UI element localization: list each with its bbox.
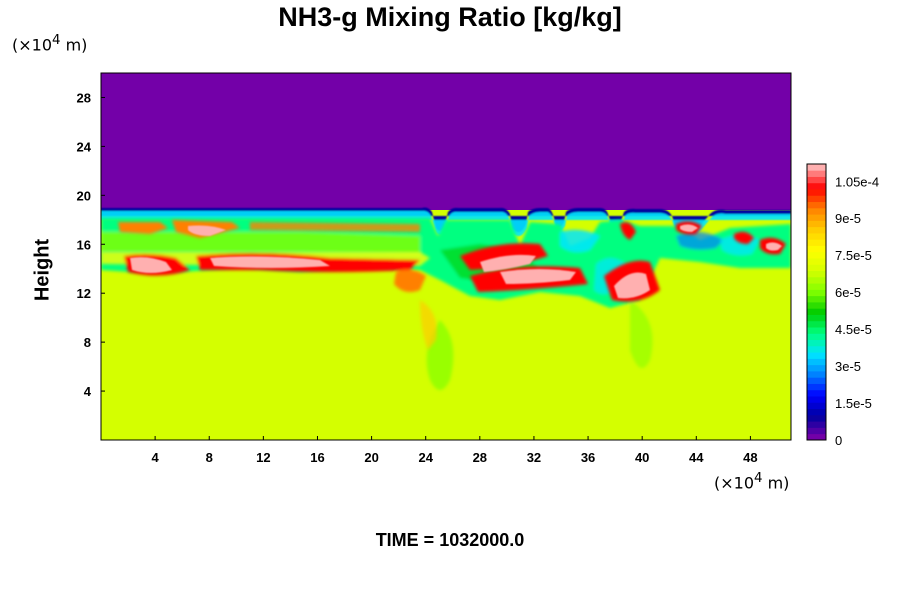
colorbar-segment xyxy=(807,276,826,284)
colorbar-segment xyxy=(807,352,826,359)
y-tick-label: 12 xyxy=(77,286,91,301)
y-axis-ticks: 4 8 12 16 20 24 28 xyxy=(77,90,105,399)
colorbar-segment xyxy=(807,371,826,378)
colorbar-label: 3e-5 xyxy=(835,359,861,374)
colorbar-segment xyxy=(807,339,826,347)
plot-frame xyxy=(100,72,792,441)
colorbar-label: 1.5e-5 xyxy=(835,396,872,411)
colorbar-label: 6e-5 xyxy=(835,285,861,300)
time-label: TIME = 1032000.0 xyxy=(375,530,525,550)
colorbar-segment xyxy=(807,302,826,309)
colorbar-label: 0 xyxy=(835,433,842,448)
colorbar-segment xyxy=(807,207,826,215)
y-axis-unit: (×104 m) xyxy=(12,33,88,55)
colorbar-segment xyxy=(807,396,826,403)
x-tick-label: 8 xyxy=(206,450,213,465)
colorbar-segment xyxy=(807,214,826,221)
colorbar-segment xyxy=(807,427,826,435)
colorbar: 0 1.5e-5 3e-5 4.5e-5 6e-5 7.5e-5 9e-5 1.05e-4 xyxy=(806,163,879,448)
x-tick-label: 48 xyxy=(743,450,757,465)
colorbar-segment xyxy=(807,408,826,416)
colorbar-segment xyxy=(807,295,826,303)
colorbar-segment xyxy=(807,364,826,372)
colorbar-segment xyxy=(807,327,826,334)
colorbar-segment xyxy=(807,170,826,177)
colorbar-segment xyxy=(807,182,826,190)
x-tick-label: 36 xyxy=(581,450,595,465)
y-tick-label: 20 xyxy=(77,188,91,203)
y-tick-label: 16 xyxy=(77,237,91,252)
colorbar-segment xyxy=(807,421,826,428)
colorbar-segment xyxy=(807,289,826,297)
colorbar-segment xyxy=(807,189,826,196)
y-tick-label: 24 xyxy=(77,139,92,154)
colorbar-segment xyxy=(807,164,826,171)
x-tick-label: 4 xyxy=(152,450,160,465)
x-tick-label: 28 xyxy=(473,450,487,465)
colorbar-segment xyxy=(807,264,826,272)
chart-title: NH3-g Mixing Ratio [kg/kg] xyxy=(278,2,622,32)
x-axis-ticks: 4 8 12 16 20 24 28 32 36 40 44 48 xyxy=(152,436,758,465)
colorbar-segment xyxy=(807,220,826,228)
colorbar-segment xyxy=(807,358,826,366)
upper-region-field xyxy=(101,73,791,210)
colorbar-segment xyxy=(807,258,826,265)
y-tick-label: 8 xyxy=(84,335,91,350)
colorbar-label: 1.05e-4 xyxy=(835,174,879,189)
x-tick-label: 16 xyxy=(310,450,324,465)
y-tick-label: 28 xyxy=(77,90,91,105)
colorbar-segment xyxy=(807,320,826,328)
x-tick-label: 32 xyxy=(527,450,541,465)
colorbar-segment xyxy=(807,195,826,203)
colorbar-frame xyxy=(806,163,827,441)
colorbar-segment xyxy=(807,283,826,290)
colorbar-segment xyxy=(807,389,826,397)
colorbar-segment xyxy=(807,314,826,322)
plot-area xyxy=(101,73,791,440)
colorbar-segment xyxy=(807,377,826,384)
colorbar-segment xyxy=(807,201,826,209)
colorbar-segment xyxy=(807,308,826,315)
colorbar-segment xyxy=(807,383,826,391)
colorbar-segment xyxy=(807,414,826,422)
x-tick-label: 20 xyxy=(364,450,378,465)
x-axis-unit: (×104 m) xyxy=(714,471,790,493)
colorbar-segment xyxy=(807,433,826,441)
colorbar-label: 9e-5 xyxy=(835,211,861,226)
colorbar-label: 7.5e-5 xyxy=(835,248,872,263)
colorbar-segment xyxy=(807,333,826,341)
colorbar-segment xyxy=(807,345,826,353)
colorbar-segment xyxy=(807,233,826,240)
colorbar-segment xyxy=(807,251,826,259)
colorbar-segment xyxy=(807,226,826,234)
peak-value-patches xyxy=(130,224,782,299)
colorbar-segment xyxy=(807,239,826,246)
colorbar-segment xyxy=(807,270,826,278)
x-tick-label: 24 xyxy=(418,450,433,465)
y-tick-label: 4 xyxy=(84,384,92,399)
colorbar-segment xyxy=(807,402,826,410)
x-tick-label: 44 xyxy=(689,450,704,465)
colorbar-label: 4.5e-5 xyxy=(835,322,872,337)
colorbar-segment xyxy=(807,245,826,253)
x-tick-label: 12 xyxy=(256,450,270,465)
x-tick-label: 40 xyxy=(635,450,649,465)
colorbar-segment xyxy=(807,176,826,184)
